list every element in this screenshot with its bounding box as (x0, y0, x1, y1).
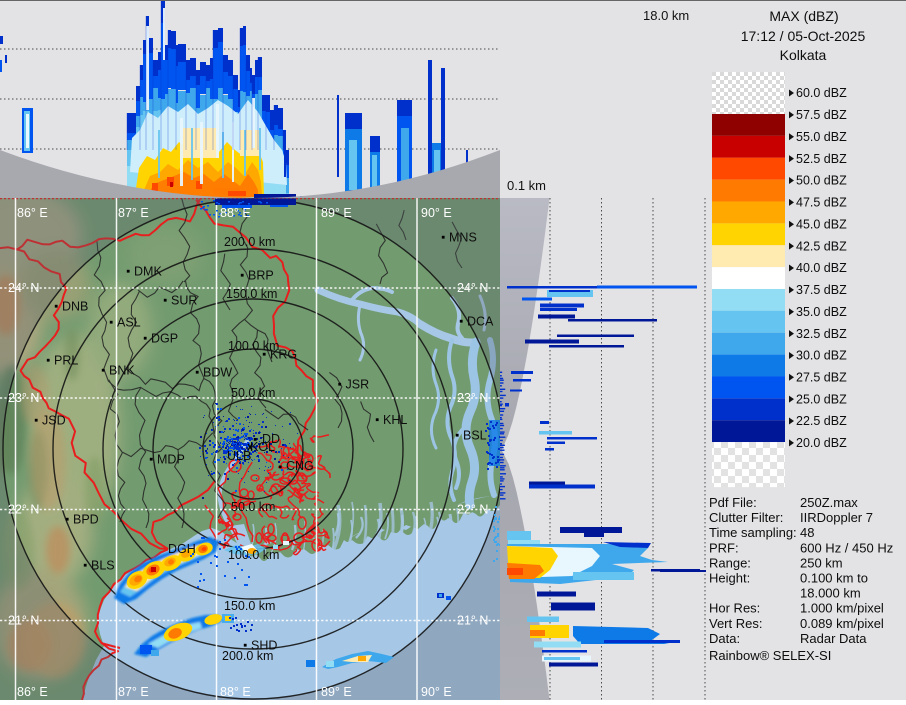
svg-text:150.0 km: 150.0 km (226, 287, 277, 301)
svg-text:PRL: PRL (54, 354, 78, 368)
svg-text:100.0 km: 100.0 km (228, 548, 279, 562)
svg-text:86° E: 86° E (17, 685, 48, 699)
svg-text:89° E: 89° E (321, 685, 352, 699)
svg-text:22° N: 22° N (457, 503, 488, 517)
svg-text:22° N: 22° N (8, 503, 39, 517)
svg-text:48: 48 (800, 525, 814, 540)
svg-text:DNB: DNB (62, 300, 88, 314)
svg-text:KRG: KRG (270, 348, 297, 362)
svg-text:DD: DD (262, 432, 280, 446)
svg-text:45.0 dBZ: 45.0 dBZ (796, 217, 847, 231)
svg-text:BPD: BPD (73, 513, 99, 527)
svg-text:40.0 dBZ: 40.0 dBZ (796, 261, 847, 275)
svg-text:KOL: KOL (250, 440, 275, 454)
svg-text:200.0 km: 200.0 km (224, 235, 275, 249)
svg-text:21° N: 21° N (8, 614, 39, 628)
svg-text:37.5 dBZ: 37.5 dBZ (796, 283, 847, 297)
svg-text:0.1 km: 0.1 km (507, 178, 546, 193)
svg-text:21° N: 21° N (457, 614, 488, 628)
svg-text:25.0 dBZ: 25.0 dBZ (796, 392, 847, 406)
svg-text:SHD: SHD (251, 639, 277, 653)
svg-text:88° E: 88° E (220, 206, 251, 220)
svg-text:DMK: DMK (134, 265, 162, 279)
svg-text:SUR: SUR (171, 294, 197, 308)
svg-text:24° N: 24° N (8, 281, 39, 295)
svg-text:42.5 dBZ: 42.5 dBZ (796, 239, 847, 253)
svg-text:18.000 km: 18.000 km (800, 586, 861, 601)
svg-text:600 Hz / 450 Hz: 600 Hz / 450 Hz (800, 540, 893, 555)
svg-text:Kolkata: Kolkata (780, 47, 827, 63)
svg-text:Radar Data: Radar Data (800, 631, 867, 646)
svg-text:250 km: 250 km (800, 555, 843, 570)
svg-text:BLS: BLS (91, 559, 115, 573)
svg-text:ULB: ULB (227, 449, 251, 463)
svg-text:55.0 dBZ: 55.0 dBZ (796, 130, 847, 144)
svg-text:89° E: 89° E (321, 206, 352, 220)
svg-text:DCA: DCA (467, 315, 494, 329)
svg-text:1.000 km/pixel: 1.000 km/pixel (800, 601, 884, 616)
svg-text:DGH: DGH (168, 542, 196, 556)
svg-text:Clutter Filter:: Clutter Filter: (709, 510, 783, 525)
svg-text:47.5 dBZ: 47.5 dBZ (796, 196, 847, 210)
svg-text:Hor Res:: Hor Res: (709, 601, 760, 616)
svg-text:BNK: BNK (109, 364, 135, 378)
svg-text:250Z.max: 250Z.max (800, 495, 858, 510)
svg-text:100.0 km: 100.0 km (228, 339, 279, 353)
svg-text:32.5 dBZ: 32.5 dBZ (796, 327, 847, 341)
svg-text:Range:: Range: (709, 555, 751, 570)
svg-text:22.5 dBZ: 22.5 dBZ (796, 414, 847, 428)
svg-text:90° E: 90° E (421, 685, 452, 699)
svg-text:60.0 dBZ: 60.0 dBZ (796, 86, 847, 100)
svg-text:200.0 km: 200.0 km (222, 649, 273, 663)
svg-text:BRP: BRP (248, 269, 274, 283)
svg-text:CNG: CNG (286, 459, 314, 473)
svg-text:KHL: KHL (383, 413, 407, 427)
svg-text:Vert Res:: Vert Res: (709, 616, 762, 631)
svg-text:BSL: BSL (463, 429, 487, 443)
svg-text:88° E: 88° E (220, 685, 251, 699)
svg-text:MNS: MNS (449, 231, 477, 245)
svg-text:PRF:: PRF: (709, 540, 739, 555)
svg-text:50.0 km: 50.0 km (231, 386, 275, 400)
svg-text:87° E: 87° E (118, 206, 149, 220)
svg-text:0.089 km/pixel: 0.089 km/pixel (800, 616, 884, 631)
svg-text:17:12 / 05-Oct-2025: 17:12 / 05-Oct-2025 (741, 28, 866, 44)
svg-text:57.5 dBZ: 57.5 dBZ (796, 108, 847, 122)
svg-text:Data:: Data: (709, 631, 740, 646)
svg-text:DGP: DGP (151, 332, 178, 346)
svg-text:Height:: Height: (709, 571, 750, 586)
svg-text:90° E: 90° E (421, 206, 452, 220)
svg-text:86° E: 86° E (17, 206, 48, 220)
svg-text:150.0 km: 150.0 km (224, 599, 275, 613)
svg-text:27.5 dBZ: 27.5 dBZ (796, 371, 847, 385)
svg-text:23° N: 23° N (8, 391, 39, 405)
svg-text:MDP: MDP (157, 453, 185, 467)
svg-text:20.0 dBZ: 20.0 dBZ (796, 436, 847, 450)
svg-text:BDW: BDW (203, 366, 232, 380)
svg-text:23° N: 23° N (457, 391, 488, 405)
svg-text:Time sampling:: Time sampling: (709, 525, 797, 540)
svg-text:18.0 km: 18.0 km (643, 8, 689, 23)
svg-text:MAX (dBZ): MAX (dBZ) (769, 8, 838, 24)
svg-text:50.0 dBZ: 50.0 dBZ (796, 174, 847, 188)
svg-text:IIRDoppler 7: IIRDoppler 7 (800, 510, 873, 525)
svg-text:ASL: ASL (117, 316, 141, 330)
svg-text:35.0 dBZ: 35.0 dBZ (796, 305, 847, 319)
svg-text:30.0 dBZ: 30.0 dBZ (796, 349, 847, 363)
svg-text:Pdf File:: Pdf File: (709, 495, 757, 510)
svg-text:87° E: 87° E (118, 685, 149, 699)
svg-text:0.100 km to: 0.100 km to (800, 571, 868, 586)
svg-text:JSD: JSD (42, 414, 66, 428)
svg-text:Rainbow® SELEX-SI: Rainbow® SELEX-SI (709, 648, 831, 663)
svg-text:52.5 dBZ: 52.5 dBZ (796, 152, 847, 166)
svg-text:JSR: JSR (346, 378, 370, 392)
svg-text:24° N: 24° N (457, 281, 488, 295)
svg-text:50.0 km: 50.0 km (231, 500, 275, 514)
